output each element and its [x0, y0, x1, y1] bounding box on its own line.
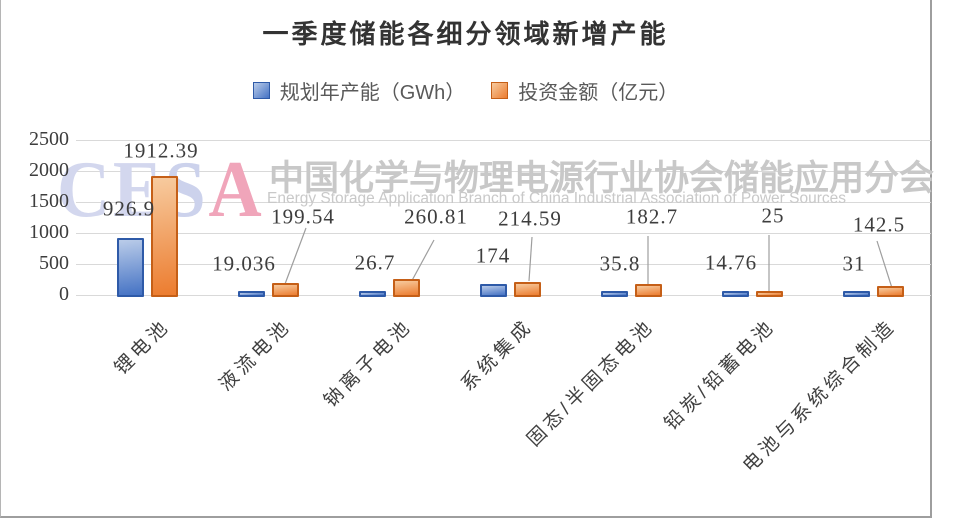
bar-planned-capacity-4[interactable] [600, 291, 628, 297]
leader-line [284, 227, 307, 285]
leader-line [528, 236, 533, 282]
bar-investment-4[interactable] [634, 283, 662, 297]
value-label-investment-2: 260.81 [404, 204, 468, 229]
gridline [76, 170, 931, 172]
leader-line [876, 240, 893, 289]
plot-area: 0 500 1000 1500 2000 2500 926.9 19.036 26.7 174 35… [1, 0, 930, 516]
gridline [76, 232, 931, 234]
value-label-planned-capacity-4: 35.8 [599, 251, 641, 276]
y-tick-label: 1000 [29, 221, 69, 243]
bar-investment-2[interactable] [392, 278, 420, 297]
value-label-investment-4: 182.7 [625, 204, 679, 229]
value-label-investment-5: 25 [761, 203, 785, 228]
bar-investment-6[interactable] [876, 286, 904, 297]
chart-title: 一季度储能各细分领域新增产能 [262, 19, 669, 49]
legend-swatch-investment [491, 82, 509, 99]
legend-label-investment: 投资金额（亿元） [518, 82, 679, 104]
y-tick-label: 500 [39, 252, 69, 274]
legend-item-investment[interactable]: 投资金额（亿元） [491, 76, 678, 105]
value-label-planned-capacity-3: 174 [475, 243, 511, 268]
gridline [76, 263, 931, 265]
chart-frame: 一季度储能各细分领域新增产能 规划年产能（GWh） 投资金额（亿元） CESA … [0, 0, 934, 518]
bar-planned-capacity-3[interactable] [479, 284, 507, 297]
bar-planned-capacity-6[interactable] [842, 291, 870, 297]
bar-investment-5[interactable] [755, 291, 783, 297]
bar-planned-capacity-2[interactable] [358, 291, 386, 297]
bar-planned-capacity-0[interactable] [116, 237, 144, 297]
bar-planned-capacity-5[interactable] [721, 291, 749, 297]
gridline [76, 139, 931, 141]
bar-planned-capacity-1[interactable] [237, 291, 265, 297]
legend-item-planned-capacity[interactable]: 规划年产能（GWh） [252, 76, 466, 105]
y-tick-label: 0 [59, 283, 69, 305]
leader-lines [284, 227, 893, 292]
value-label-investment-6: 142.5 [852, 212, 906, 237]
gridline [76, 201, 931, 203]
value-label-investment-3: 214.59 [498, 206, 562, 231]
value-label-planned-capacity-6: 31 [842, 251, 866, 276]
bar-investment-0[interactable] [150, 176, 178, 297]
value-label-investment-1: 199.54 [271, 204, 335, 229]
value-label-investment-0: 1912.39 [123, 138, 199, 163]
legend-label-planned-capacity: 规划年产能（GWh） [279, 82, 466, 104]
bar-investment-1[interactable] [271, 282, 299, 297]
legend: 规划年产能（GWh） 投资金额（亿元） [1, 76, 930, 105]
value-label-planned-capacity-1: 19.036 [212, 251, 276, 276]
value-label-planned-capacity-0: 926.9 [102, 196, 156, 221]
bar-investment-3[interactable] [513, 281, 541, 297]
value-label-planned-capacity-2: 26.7 [354, 250, 396, 275]
y-tick-label: 2000 [29, 159, 69, 181]
y-tick-label: 1500 [29, 190, 69, 212]
y-tick-label: 2500 [29, 128, 69, 150]
value-label-planned-capacity-5: 14.76 [704, 250, 758, 275]
leader-line [408, 239, 435, 287]
legend-swatch-planned-capacity [252, 82, 270, 99]
